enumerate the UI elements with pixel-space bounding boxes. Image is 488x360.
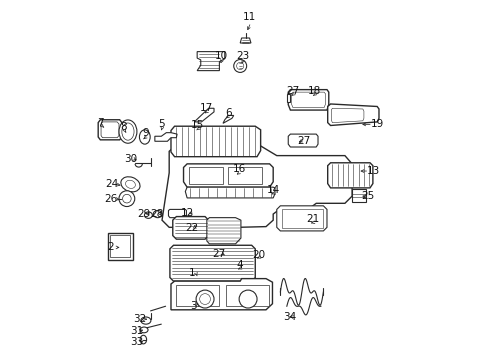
Bar: [282, 209, 323, 228]
Text: 5: 5: [158, 119, 164, 129]
Text: 24: 24: [105, 179, 118, 189]
Text: 6: 6: [224, 108, 231, 118]
Circle shape: [196, 290, 214, 308]
Text: 27: 27: [285, 86, 299, 96]
Polygon shape: [101, 122, 119, 138]
Text: 19: 19: [370, 120, 383, 129]
Polygon shape: [327, 104, 378, 126]
Circle shape: [122, 194, 131, 203]
Text: 4: 4: [236, 260, 243, 270]
Polygon shape: [291, 92, 325, 108]
Polygon shape: [223, 116, 233, 123]
Text: 9: 9: [142, 129, 149, 138]
Polygon shape: [172, 217, 208, 239]
Text: 13: 13: [366, 166, 380, 176]
Circle shape: [119, 191, 135, 207]
Ellipse shape: [119, 120, 137, 143]
Ellipse shape: [140, 327, 148, 333]
Text: 15: 15: [191, 121, 204, 130]
Polygon shape: [171, 126, 260, 157]
Text: 11: 11: [243, 12, 256, 22]
Text: 26: 26: [104, 194, 118, 204]
Text: 29: 29: [137, 209, 150, 219]
Bar: [351, 189, 365, 202]
Text: 22: 22: [184, 224, 198, 233]
Text: 34: 34: [282, 312, 295, 322]
Polygon shape: [330, 108, 363, 123]
Ellipse shape: [121, 177, 140, 192]
Circle shape: [239, 290, 257, 308]
Polygon shape: [171, 279, 272, 310]
Text: 32: 32: [133, 314, 146, 324]
Text: 17: 17: [200, 103, 213, 113]
Bar: [228, 167, 262, 184]
Polygon shape: [276, 206, 326, 231]
Ellipse shape: [153, 211, 162, 218]
Polygon shape: [98, 120, 122, 140]
Polygon shape: [286, 94, 290, 102]
Text: 12: 12: [180, 208, 193, 218]
Ellipse shape: [144, 212, 152, 219]
Ellipse shape: [140, 335, 146, 344]
Text: 1: 1: [189, 268, 195, 278]
Bar: [108, 233, 132, 260]
Polygon shape: [155, 133, 177, 141]
Ellipse shape: [125, 180, 135, 188]
Bar: [188, 167, 223, 184]
Text: 21: 21: [306, 215, 319, 224]
Text: 31: 31: [130, 325, 143, 336]
Polygon shape: [240, 38, 250, 43]
Polygon shape: [194, 108, 214, 122]
Text: 25: 25: [361, 191, 374, 201]
Bar: [176, 285, 219, 306]
Text: 28: 28: [150, 209, 163, 219]
Text: 16: 16: [232, 164, 245, 174]
Text: 33: 33: [130, 337, 143, 347]
Text: 27: 27: [296, 136, 310, 145]
Polygon shape: [185, 187, 274, 198]
Polygon shape: [168, 210, 186, 218]
Text: 18: 18: [307, 86, 321, 96]
Polygon shape: [162, 145, 351, 227]
Polygon shape: [183, 164, 273, 187]
Polygon shape: [287, 90, 328, 110]
Circle shape: [236, 62, 244, 69]
Text: 7: 7: [97, 118, 103, 128]
Polygon shape: [206, 218, 241, 244]
Bar: [110, 235, 130, 257]
Polygon shape: [197, 51, 224, 71]
Text: 3: 3: [190, 301, 197, 311]
Text: 8: 8: [120, 122, 126, 132]
Text: 10: 10: [214, 51, 227, 61]
Text: 30: 30: [123, 154, 137, 164]
Text: 2: 2: [107, 242, 114, 252]
Bar: [225, 285, 268, 306]
Polygon shape: [327, 163, 372, 188]
Text: 20: 20: [252, 249, 265, 260]
Circle shape: [199, 294, 210, 305]
Text: 23: 23: [236, 51, 249, 61]
Polygon shape: [287, 134, 317, 147]
Text: 14: 14: [267, 185, 280, 195]
Ellipse shape: [139, 130, 150, 144]
Ellipse shape: [122, 123, 134, 140]
Circle shape: [233, 59, 246, 72]
Text: 27: 27: [212, 248, 225, 258]
Polygon shape: [169, 245, 255, 281]
Ellipse shape: [141, 317, 151, 324]
